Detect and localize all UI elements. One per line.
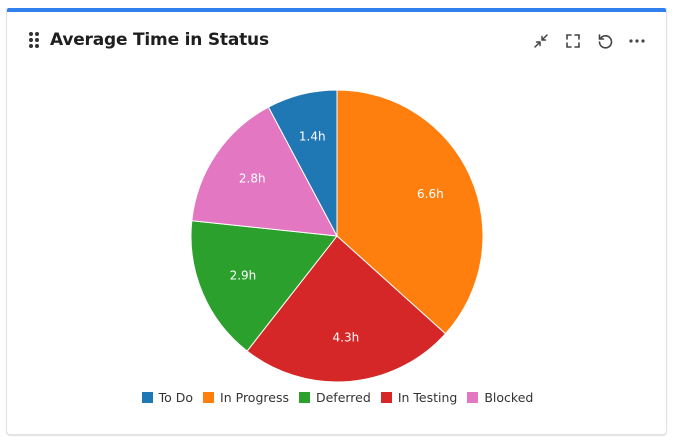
card-header: Average Time in Status bbox=[7, 12, 666, 68]
legend-label: In Testing bbox=[397, 390, 458, 405]
legend-swatch bbox=[467, 392, 479, 403]
slice-value-label: 2.8h bbox=[239, 171, 266, 185]
chart-legend: To Do In Progress Deferred In Testing Bl… bbox=[0, 390, 675, 405]
header-actions bbox=[532, 32, 646, 50]
pie-slice-blocked[interactable] bbox=[191, 106, 338, 237]
legend-swatch bbox=[380, 392, 392, 403]
legend-item-to-do[interactable]: To Do bbox=[141, 390, 194, 405]
slice-value-label: 1.4h bbox=[299, 129, 326, 143]
collapse-icon[interactable] bbox=[532, 32, 550, 50]
drag-handle-icon[interactable] bbox=[29, 32, 41, 48]
legend-item-in-progress[interactable]: In Progress bbox=[203, 390, 289, 405]
legend-swatch bbox=[298, 392, 310, 403]
more-icon[interactable] bbox=[628, 32, 646, 50]
legend-label: Deferred bbox=[315, 390, 371, 405]
refresh-icon[interactable] bbox=[596, 32, 614, 50]
pie-slice-to-do[interactable] bbox=[267, 89, 338, 237]
pie-slice-in-progress[interactable] bbox=[336, 89, 484, 335]
chart-title: Average Time in Status bbox=[50, 30, 269, 50]
pie-slice-deferred[interactable] bbox=[190, 220, 338, 352]
legend-label: Blocked bbox=[484, 390, 534, 405]
legend-label: In Progress bbox=[220, 390, 289, 405]
fullscreen-icon[interactable] bbox=[564, 32, 582, 50]
slice-value-label: 2.9h bbox=[230, 268, 257, 282]
legend-label: To Do bbox=[158, 390, 194, 405]
legend-item-in-testing[interactable]: In Testing bbox=[380, 390, 458, 405]
pie-slice-in-testing[interactable] bbox=[246, 235, 447, 383]
legend-swatch bbox=[203, 392, 215, 403]
slice-value-label: 4.3h bbox=[333, 330, 360, 344]
card-accent-bar bbox=[7, 8, 666, 12]
slice-value-label: 6.6h bbox=[417, 187, 444, 201]
legend-swatch bbox=[141, 392, 153, 403]
legend-item-deferred[interactable]: Deferred bbox=[298, 390, 371, 405]
legend-item-blocked[interactable]: Blocked bbox=[467, 390, 533, 405]
